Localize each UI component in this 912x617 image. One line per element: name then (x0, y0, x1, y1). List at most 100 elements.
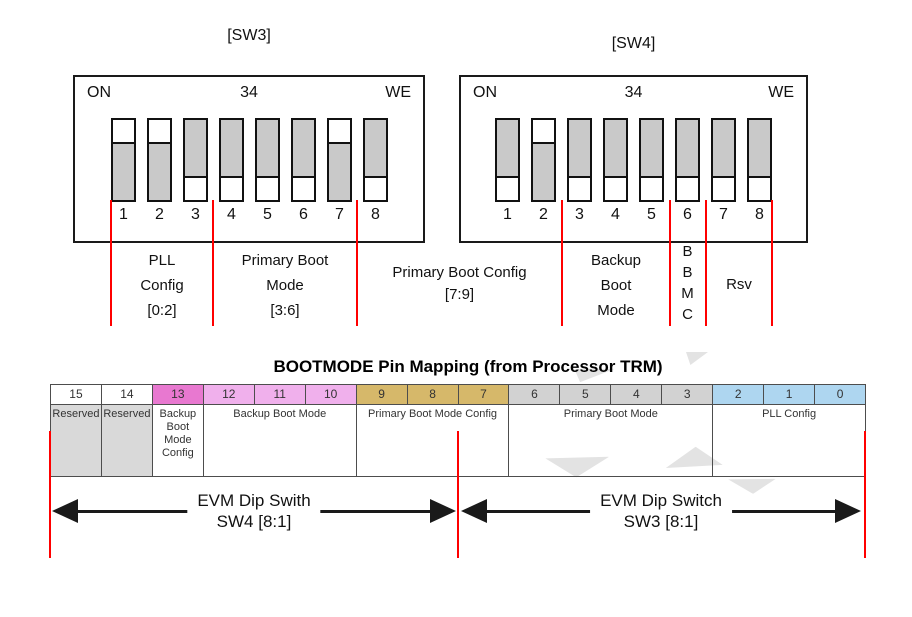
bit-header-0: 0 (815, 385, 866, 405)
bit-group-cell: Reserved (101, 405, 153, 477)
arrowhead-right-icon (835, 499, 861, 523)
bit-group-cell: Primary Boot Mode Config (356, 405, 510, 477)
dip-switch-1-on (495, 118, 520, 202)
switch-slider (147, 142, 172, 202)
label-line: Mode (597, 302, 635, 319)
switch-slider (639, 118, 664, 178)
switch-slider (363, 118, 388, 178)
label-line: [7:9] (444, 286, 475, 303)
switch-slider (711, 118, 736, 178)
bit-header-10: 10 (305, 385, 357, 405)
sw3-we-label: WE (385, 84, 411, 101)
switch-slider (567, 118, 592, 178)
dip-switch-6-on (675, 118, 700, 202)
sw4-on-label: ON (473, 84, 497, 101)
switch-slider (531, 142, 556, 202)
dip-switch-8-on (747, 118, 772, 202)
switch-number: 5 (647, 206, 656, 223)
label-line: [3:6] (270, 302, 300, 319)
label-line: Boot (600, 277, 632, 294)
sw4-center-label: 34 (624, 84, 643, 101)
bit-header-6: 6 (509, 385, 561, 405)
primary-boot-config-label: Primary Boot Config [7:9] (357, 262, 562, 306)
sw3-switch-row (111, 118, 388, 202)
switch-number: 5 (263, 206, 272, 223)
divider-line-red (864, 431, 866, 558)
dip-switch-7-off (327, 118, 352, 202)
label-line: PLL (148, 252, 176, 269)
divider-line-red (457, 431, 459, 558)
sw3-number-row: 1 2 3 4 5 6 7 8 (111, 206, 388, 224)
switch-number: 3 (191, 206, 200, 223)
label-line: C (682, 306, 693, 323)
divider-line-red (561, 200, 563, 326)
bit-header-8: 8 (407, 385, 459, 405)
switch-number: 7 (335, 206, 344, 223)
dip-switch-8-on (363, 118, 388, 202)
switch-slider (255, 118, 280, 178)
switch-number: 4 (611, 206, 620, 223)
label-line: M (681, 285, 694, 302)
bit-header-15: 15 (51, 385, 102, 405)
bit-group-cell: PLL Config (713, 405, 866, 477)
bit-header-12: 12 (203, 385, 255, 405)
dip-switch-3-on (567, 118, 592, 202)
sw3-center-label: 34 (240, 84, 258, 101)
divider-line-red (771, 200, 773, 326)
sw3-range-text: EVM Dip Switch SW3 [8:1] (590, 490, 732, 532)
bit-group-cell: Backup Boot Mode Config (152, 405, 204, 477)
sw4-switch-row (495, 118, 772, 202)
label-line: B (682, 264, 693, 281)
divider-line-red (705, 200, 707, 326)
switch-slider (747, 118, 772, 178)
bit-group-cell: Reserved (51, 405, 102, 477)
divider-line-red (356, 200, 358, 326)
switch-slider (327, 142, 352, 202)
switch-number: 8 (371, 206, 380, 223)
switch-number: 1 (503, 206, 512, 223)
label-line: Primary Boot (241, 252, 329, 269)
switch-number: 6 (299, 206, 308, 223)
switch-number: 8 (755, 206, 764, 223)
switch-number: 7 (719, 206, 728, 223)
switch-number: 2 (539, 206, 548, 223)
bit-header-14: 14 (101, 385, 153, 405)
sw4-range-arrow: EVM Dip Swith SW4 [8:1] (52, 490, 456, 532)
label-line: [0:2] (147, 302, 177, 319)
dip-switch-4-on (219, 118, 244, 202)
divider-line-red (49, 431, 51, 558)
bit-group-cell: Backup Boot Mode (203, 405, 357, 477)
sw3-on-label: ON (87, 84, 111, 101)
bit-header-9: 9 (356, 385, 408, 405)
bit-header-1: 1 (764, 385, 816, 405)
dip-switch-5-on (639, 118, 664, 202)
switch-slider (495, 118, 520, 178)
bit-header-5: 5 (560, 385, 612, 405)
divider-line-red (669, 200, 671, 326)
sw3-range-line1: EVM Dip Switch (600, 491, 722, 510)
switch-slider (219, 118, 244, 178)
backup-boot-mode-label: Backup Boot Mode (562, 248, 670, 323)
switch-slider (111, 142, 136, 202)
switch-number: 4 (227, 206, 236, 223)
sw3-range-arrow: EVM Dip Switch SW3 [8:1] (461, 490, 861, 532)
dip-switch-7-on (711, 118, 736, 202)
arrowhead-right-icon (430, 499, 456, 523)
rsv-label: Rsv (706, 272, 772, 297)
switch-slider (675, 118, 700, 178)
dip-switch-6-on (291, 118, 316, 202)
primary-boot-mode-label: Primary Boot Mode [3:6] (213, 248, 357, 323)
label-line: Backup (590, 252, 642, 269)
label-line: Rsv (726, 276, 752, 293)
dip-switch-4-on (603, 118, 628, 202)
switch-slider (603, 118, 628, 178)
dip-switch-2-off (531, 118, 556, 202)
bit-header-4: 4 (611, 385, 663, 405)
sw3-title: [SW3] (227, 27, 271, 44)
table-title: BOOTMODE Pin Mapping (from Processor TRM… (273, 357, 663, 376)
arrowhead-left-icon (52, 499, 78, 523)
dip-switch-1-off (111, 118, 136, 202)
